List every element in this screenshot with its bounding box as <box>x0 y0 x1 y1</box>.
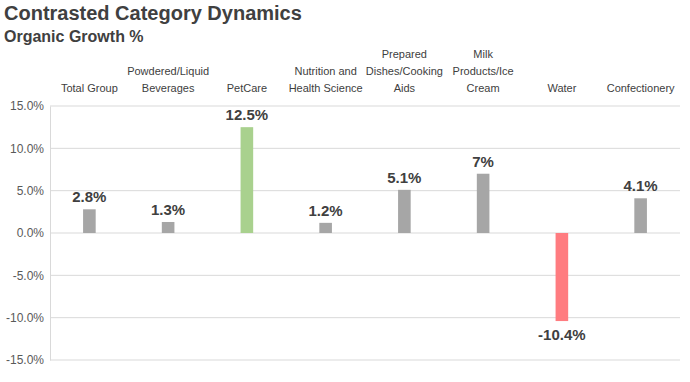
tick: -5.0% <box>13 269 50 283</box>
category-label-line: Cream <box>467 82 500 94</box>
data-label: 1.3% <box>151 201 185 218</box>
y-axis: -15.0% -10.0% -5.0% 0.0% 5.0% 10.0% 15.0% <box>6 99 51 367</box>
bar <box>319 223 332 233</box>
category-label-line: Water <box>547 82 576 94</box>
data-labels: 2.8% 1.3% 12.5% 1.2% 5.1% 7% -10.4% 4.1% <box>72 106 657 343</box>
category-label-line: Nutrition and <box>294 65 356 77</box>
category-label: Water <box>547 82 576 94</box>
bar <box>162 222 175 233</box>
grid-line <box>50 275 680 276</box>
grid-line <box>50 360 680 361</box>
category-label-line: PetCare <box>227 82 267 94</box>
tick-label: 15.0% <box>10 99 44 113</box>
data-label: 7% <box>472 153 494 170</box>
grid-line <box>50 233 680 234</box>
tick-label: -10.0% <box>6 311 44 325</box>
axis-line <box>50 107 51 361</box>
subtitle: Organic Growth % <box>4 28 144 45</box>
tick: 15.0% <box>10 99 50 113</box>
category-label-line: Milk <box>473 48 493 60</box>
data-label: -10.4% <box>538 326 586 343</box>
category-labels: Total Group Powdered/Liquid Beverages PetCa… <box>61 48 675 94</box>
grid-line <box>50 106 680 107</box>
bar <box>477 174 490 233</box>
category-label: Milk Products/Ice Cream <box>453 48 514 94</box>
bar <box>634 198 647 233</box>
category-label-line: Beverages <box>142 82 195 94</box>
bars <box>83 127 647 321</box>
category-label-line: Products/Ice <box>453 65 514 77</box>
category-label: Confectionery <box>607 82 675 94</box>
data-label: 12.5% <box>226 106 269 123</box>
data-label: 1.2% <box>309 202 343 219</box>
tick: -15.0% <box>6 353 50 367</box>
bar <box>241 127 254 233</box>
category-label-line: Prepared <box>382 48 427 60</box>
data-label: 2.8% <box>72 188 106 205</box>
category-label: Prepared Dishes/Cooking Aids <box>366 48 443 94</box>
tick: 0.0% <box>17 226 50 240</box>
grid-line <box>50 317 680 318</box>
bar <box>398 190 411 233</box>
category-label-line: Confectionery <box>607 82 675 94</box>
tick-label: -5.0% <box>13 269 45 283</box>
category-label-line: Total Group <box>61 82 118 94</box>
category-label: Nutrition and Health Science <box>289 65 363 94</box>
grid-line <box>50 148 680 149</box>
data-label: 4.1% <box>624 177 658 194</box>
category-label: Total Group <box>61 82 118 94</box>
category-label-line: Dishes/Cooking <box>366 65 443 77</box>
category-label: Powdered/Liquid Beverages <box>127 65 209 94</box>
tick: 5.0% <box>17 184 50 198</box>
category-label-line: Aids <box>394 82 416 94</box>
tick: -10.0% <box>6 311 50 325</box>
category-label-line: Powdered/Liquid <box>127 65 209 77</box>
category-label-line: Health Science <box>289 82 363 94</box>
grid-line <box>50 190 680 191</box>
category-label: PetCare <box>227 82 267 94</box>
tick-label: -15.0% <box>6 353 44 367</box>
tick-label: 0.0% <box>17 226 45 240</box>
title: Contrasted Category Dynamics <box>4 2 302 24</box>
chart: Contrasted Category Dynamics Organic Grow… <box>0 0 690 382</box>
tick-label: 10.0% <box>10 142 44 156</box>
data-label: 5.1% <box>387 169 421 186</box>
grid <box>50 106 680 360</box>
tick-label: 5.0% <box>17 184 45 198</box>
bar <box>83 209 96 233</box>
tick: 10.0% <box>10 142 50 156</box>
bar <box>556 233 569 321</box>
